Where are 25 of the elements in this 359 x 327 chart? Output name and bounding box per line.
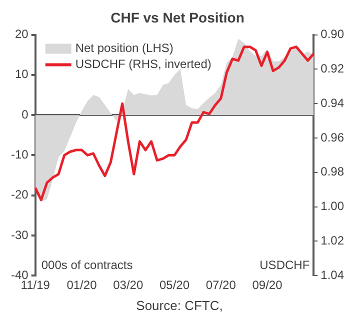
y-tick-label: 20: [14, 27, 29, 42]
chart-title: CHF vs Net Position: [110, 9, 244, 26]
source-note: Source: CFTC,: [135, 298, 224, 313]
x-tick-label: 07/20: [206, 278, 236, 292]
y2-tick-label: 1.04: [320, 268, 344, 282]
y2-tick-label: 0.96: [320, 130, 344, 144]
y2-tick-label: 0.90: [320, 27, 344, 42]
x-tick-label: 05/20: [159, 278, 190, 292]
legend-label: Net position (LHS): [75, 41, 174, 56]
x-tick-label: 03/20: [113, 278, 144, 292]
legend-label: USDCHF (RHS, inverted): [75, 57, 212, 72]
y2-tick-label: 1.02: [320, 234, 344, 248]
y-tick-label: 10: [14, 67, 29, 82]
y-tick-label: -10: [11, 148, 29, 162]
y2-axis-title: USDCHF: [260, 258, 310, 272]
y2-tick-label: 0.94: [320, 96, 344, 110]
y-tick-label: 0: [22, 107, 29, 122]
y2-tick-label: 1.00: [320, 199, 344, 214]
y2-tick-label: 0.92: [320, 62, 344, 76]
x-tick-label: 09/20: [252, 278, 283, 292]
x-tick-label: 01/20: [66, 278, 98, 292]
y-tick-label: -20: [11, 188, 29, 202]
y2-tick-label: 0.98: [320, 164, 344, 179]
y-axis-title: 000s of contracts: [41, 258, 133, 272]
y-tick-label: -30: [11, 228, 29, 242]
